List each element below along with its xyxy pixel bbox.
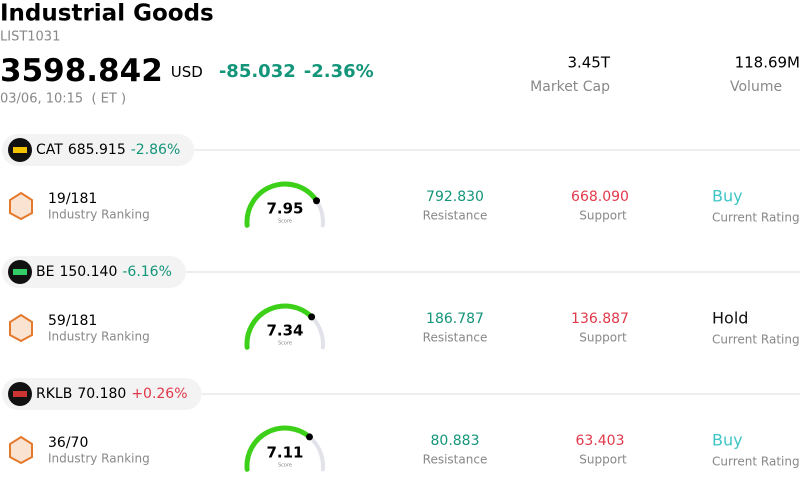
change-pct: -2.36% [304, 61, 374, 82]
rating: Buy [712, 431, 743, 450]
gauge-dot [305, 433, 313, 441]
change: -85.032 [219, 61, 296, 82]
volume: 118.69M [735, 54, 800, 72]
currency: USD [171, 63, 203, 81]
ranking-icon [9, 191, 33, 221]
resistance: 792.830 [426, 189, 484, 205]
stock-pill[interactable] [2, 256, 186, 288]
stock-header: CAT 685.915 -2.86% [36, 142, 180, 158]
stock-change: -6.16% [122, 264, 172, 280]
score-label: Score [278, 463, 292, 469]
resistance-label: Resistance [423, 453, 488, 467]
stock-header: BE 150.140 -6.16% [36, 264, 172, 280]
resistance: 186.787 [426, 311, 484, 327]
score-label: Score [278, 341, 292, 347]
gauge-dot [308, 313, 316, 321]
stock-pill[interactable] [2, 134, 195, 166]
ranking: 59/181 [48, 313, 97, 329]
resistance-label: Resistance [423, 331, 488, 345]
stock-header: RKLB 70.180 +0.26% [36, 386, 188, 402]
gauge-value [244, 425, 312, 472]
rating: Buy [712, 187, 743, 206]
support: 136.887 [571, 311, 629, 327]
ticker: BE [36, 264, 54, 280]
rating-label: Current Rating [712, 211, 800, 225]
ranking-label: Industry Ranking [48, 452, 150, 466]
score: 7.34 [266, 322, 303, 340]
support: 63.403 [576, 433, 625, 449]
support-label: Support [579, 453, 627, 467]
support: 668.090 [571, 189, 629, 205]
ranking: 36/70 [48, 435, 88, 451]
resistance: 80.883 [431, 433, 480, 449]
score: 7.11 [266, 444, 303, 462]
support-label: Support [579, 209, 627, 223]
stock-price: 685.915 [68, 142, 126, 158]
stock-pill[interactable] [2, 378, 202, 410]
score: 7.95 [266, 200, 303, 218]
ranking-label: Industry Ranking [48, 208, 150, 222]
stock-price: 150.140 [59, 264, 117, 280]
market-cap: 3.45T [567, 54, 610, 72]
rating: Hold [712, 309, 748, 328]
price-line: 3598.842 USD -85.032 -2.36% [0, 53, 374, 89]
title: Industrial Goods [0, 1, 214, 27]
stock-change: +0.26% [131, 386, 187, 402]
volume-label: Volume [730, 79, 782, 95]
ranking-icon [9, 313, 33, 343]
ticker: CAT [36, 142, 63, 158]
time: 03/06, 10:15 ( ET ) [0, 92, 126, 107]
score-label: Score [278, 219, 292, 225]
stock-change: -2.86% [131, 142, 181, 158]
ranking: 19/181 [48, 191, 97, 207]
ticker: RKLB [36, 386, 72, 402]
resistance-label: Resistance [423, 209, 488, 223]
ranking-label: Industry Ranking [48, 330, 150, 344]
price: 3598.842 [0, 53, 163, 89]
stock-price: 70.180 [77, 386, 126, 402]
stock-logo-mark [13, 269, 27, 275]
gauge-dot [313, 197, 321, 205]
market-cap-label: Market Cap [530, 79, 610, 95]
ranking-icon [9, 435, 33, 465]
gauge-value [244, 303, 315, 350]
code: LIST1031 [0, 30, 60, 45]
rating-label: Current Rating [712, 333, 800, 347]
stock-logo-mark [13, 147, 27, 153]
gauge-value [244, 181, 320, 228]
stock-logo-mark [13, 391, 27, 397]
support-label: Support [579, 331, 627, 345]
rating-label: Current Rating [712, 455, 800, 469]
